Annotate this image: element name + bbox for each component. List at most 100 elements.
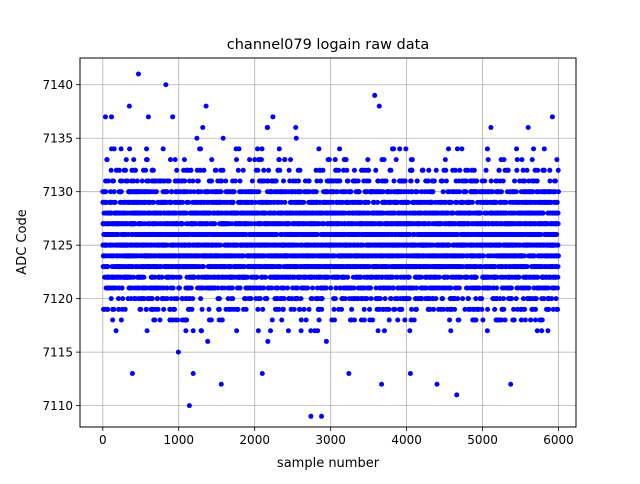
data-point [219,189,224,194]
data-point [433,296,438,301]
data-point [294,136,299,141]
data-point [287,168,292,173]
data-point [177,285,182,290]
data-point [332,318,337,323]
data-point [191,328,196,333]
data-point [443,157,448,162]
data-point [373,168,378,173]
data-point [395,318,400,323]
data-point [234,328,239,333]
data-point [172,307,177,312]
data-point [455,146,460,151]
data-point [421,168,426,173]
data-point [161,307,166,312]
data-point [367,307,372,312]
data-point [316,146,321,151]
data-point [344,157,349,162]
data-point [217,296,222,301]
data-point [279,318,284,323]
data-point [264,296,269,301]
data-point [144,146,149,151]
data-point [415,179,420,184]
data-point [375,200,380,205]
data-point [332,307,337,312]
data-point [189,307,194,312]
data-point [345,275,350,280]
data-point [298,296,303,301]
data-point [145,328,150,333]
data-point [407,275,412,280]
data-point [288,157,293,162]
data-point [196,179,201,184]
data-point [161,146,166,151]
data-point [299,328,304,333]
data-point [232,189,237,194]
data-point [105,157,110,162]
data-point [143,168,148,173]
data-point [384,179,389,184]
data-point [238,285,243,290]
data-point [441,189,446,194]
data-point [327,157,332,162]
data-point [352,168,357,173]
data-point [366,179,371,184]
data-point [189,168,194,173]
data-point [255,168,260,173]
data-point [346,179,351,184]
data-point [474,275,479,280]
data-point [168,157,173,162]
data-point [230,285,235,290]
data-point [141,275,146,280]
data-point [456,318,461,323]
data-point [190,296,195,301]
data-point [206,307,211,312]
data-point [286,328,291,333]
data-point [434,168,439,173]
data-point [247,157,252,162]
data-point [114,328,119,333]
data-point [333,157,338,162]
data-point [183,328,188,333]
data-point [112,146,117,151]
data-point [474,179,479,184]
data-point [201,264,206,269]
data-point [368,285,373,290]
data-point [282,157,287,162]
data-point [457,168,462,173]
data-point [305,285,310,290]
data-point [336,168,341,173]
data-point [120,285,125,290]
data-point [407,328,412,333]
data-point [198,146,203,151]
data-point [339,307,344,312]
data-point [391,285,396,290]
data-point [112,189,117,194]
data-point [388,168,393,173]
data-point [209,157,214,162]
data-point [472,168,477,173]
data-point [156,307,161,312]
data-point [133,168,138,173]
data-point [182,179,187,184]
data-point [199,328,204,333]
data-point [111,307,116,312]
data-point [344,168,349,173]
data-point [317,318,322,323]
data-point [362,307,367,312]
data-point [236,146,241,151]
data-point [235,307,240,312]
data-point [182,157,187,162]
data-point [103,189,108,194]
data-point [349,307,354,312]
data-point [160,275,165,280]
data-point [432,179,437,184]
data-point [319,307,324,312]
data-point [430,189,435,194]
data-point [444,179,449,184]
data-point [292,307,297,312]
data-point [320,296,325,301]
data-point [248,296,253,301]
data-point [409,179,414,184]
data-point [352,318,357,323]
